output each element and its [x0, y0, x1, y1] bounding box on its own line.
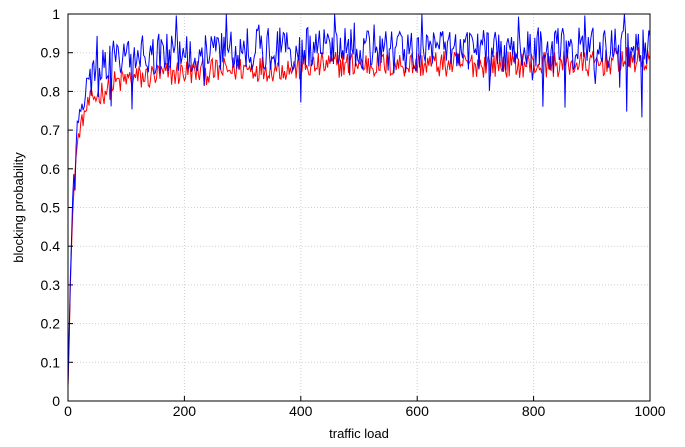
- y-axis-label: blocking probability: [11, 152, 26, 263]
- series-line-2: [67, 13, 651, 385]
- series-line-1: [67, 47, 651, 387]
- y-tick-label: 1: [52, 6, 60, 22]
- y-tick-label: 0.3: [41, 277, 61, 293]
- grid: [68, 14, 650, 401]
- ticks: 0 200 400 600 800 1000 0 0.1 0.2 0.3 0.4 0.5 0.6 0.7 0…: [41, 6, 666, 419]
- x-axis-label: traffic load: [329, 426, 389, 441]
- y-tick-label: 0.7: [41, 122, 61, 138]
- y-tick-label: 0.6: [41, 161, 61, 177]
- x-tick-label: 400: [289, 403, 313, 419]
- y-tick-label: 0: [52, 393, 60, 409]
- x-tick-label: 600: [406, 403, 430, 419]
- y-tick-label: 0.9: [41, 45, 61, 61]
- x-tick-label: 1000: [634, 403, 665, 419]
- x-tick-label: 200: [173, 403, 197, 419]
- x-tick-label: 800: [522, 403, 546, 419]
- series-layer: [67, 13, 651, 387]
- y-tick-label: 0.5: [41, 200, 61, 216]
- y-tick-label: 0.2: [41, 316, 61, 332]
- y-tick-label: 0.8: [41, 83, 61, 99]
- y-tick-label: 0.4: [41, 238, 61, 254]
- y-tick-label: 0.1: [41, 354, 61, 370]
- x-tick-label: 0: [64, 403, 72, 419]
